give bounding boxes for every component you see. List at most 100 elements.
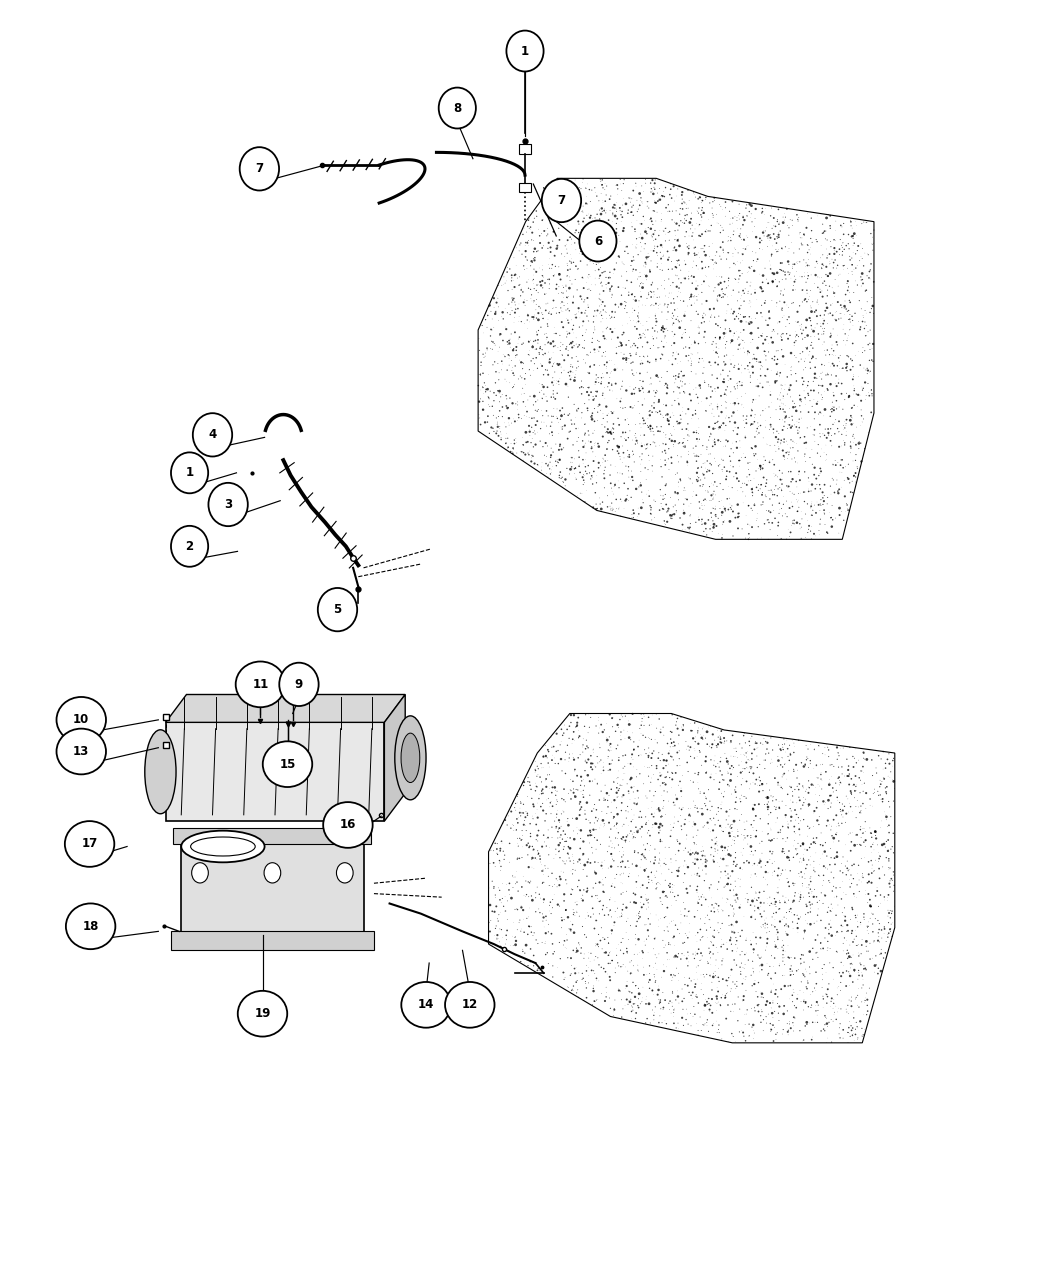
Point [666,191,683,212]
Point [717,817,734,838]
Point [572,191,589,212]
Point [525,273,542,293]
Point [686,969,702,989]
Point [572,820,589,840]
Point [513,829,530,849]
Point [793,972,810,992]
Point [590,710,607,731]
Point [516,218,532,238]
Point [800,385,817,405]
Point [544,462,561,482]
Point [519,319,536,339]
Point [740,1014,757,1034]
Point [742,414,759,435]
Point [650,872,667,892]
Point [806,525,823,546]
Point [788,311,804,332]
Point [568,958,585,978]
Point [549,382,566,403]
Point [811,524,827,544]
Point [753,907,770,927]
Point [669,756,686,776]
Point [675,493,692,514]
Point [722,303,739,324]
Point [588,473,605,493]
Point [607,868,624,889]
Point [607,474,624,495]
Point [706,514,722,534]
Point [710,507,727,528]
Point [694,305,711,325]
Point [764,263,781,283]
Point [603,857,620,877]
Point [623,1001,639,1021]
Point [525,797,542,817]
Point [699,812,716,833]
Point [710,455,727,476]
Point [790,805,806,825]
Point [581,311,597,332]
Point [780,890,797,910]
Point [788,397,804,417]
Point [497,886,513,907]
Point [827,996,844,1016]
Point [606,816,623,836]
Point [785,890,802,910]
Point [736,853,753,873]
Point [844,397,861,417]
Point [682,746,699,766]
Point [666,293,683,314]
Point [863,858,880,878]
Point [766,917,783,937]
Point [850,434,867,454]
Point [830,790,846,811]
Point [611,497,628,518]
Point [791,352,807,372]
Point [569,891,586,912]
Point [564,863,581,884]
Point [657,405,674,426]
Point [784,873,801,894]
Point [721,319,738,339]
Point [788,330,804,351]
Point [632,232,649,252]
Point [717,469,734,490]
Point [721,799,738,820]
Point [696,871,713,891]
Point [612,775,629,796]
Point [763,482,780,502]
Point [727,412,743,432]
Point [597,342,614,362]
Point [843,783,860,803]
Point [595,756,612,776]
Point [697,400,714,421]
Point [640,746,657,766]
Point [673,273,690,293]
Point [747,208,763,228]
Point [578,955,594,975]
Point [712,215,729,236]
Point [694,514,711,534]
Point [668,366,685,386]
Point [718,875,735,895]
Point [817,514,834,534]
Point [634,315,651,335]
Point [541,258,558,278]
Point [635,207,652,227]
Point [687,945,704,965]
Point [716,510,733,530]
Point [844,945,861,965]
Ellipse shape [57,728,106,774]
Point [866,861,883,881]
Point [722,1001,739,1021]
Point [545,388,562,408]
Point [708,506,724,527]
Point [570,185,587,205]
Point [835,358,852,379]
Point [777,754,794,774]
Point [785,847,802,867]
Point [779,924,796,945]
Point [727,798,743,819]
Point [769,919,785,940]
Point [866,931,883,951]
